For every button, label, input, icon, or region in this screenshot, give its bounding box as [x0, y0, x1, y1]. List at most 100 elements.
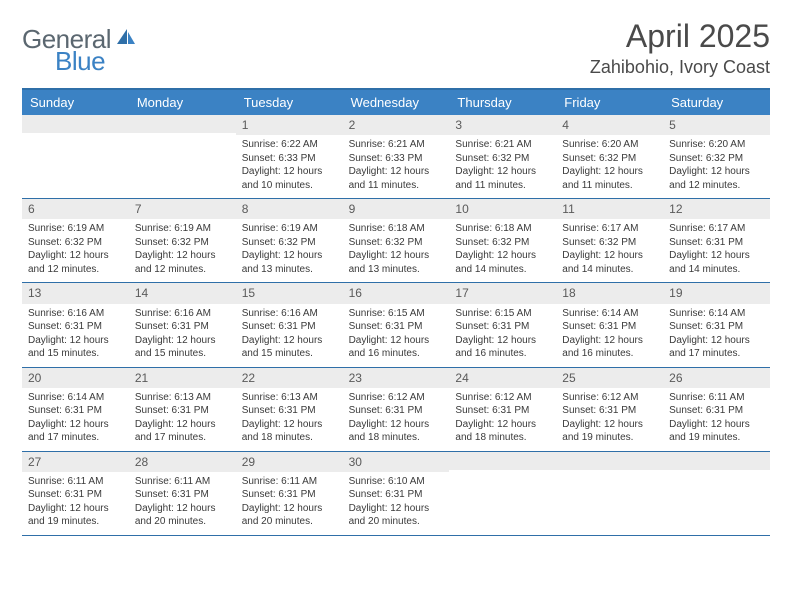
day-cell: 5Sunrise: 6:20 AMSunset: 6:32 PMDaylight… [663, 115, 770, 198]
day-details: Sunrise: 6:13 AMSunset: 6:31 PMDaylight:… [129, 388, 236, 451]
day-details: Sunrise: 6:18 AMSunset: 6:32 PMDaylight:… [343, 219, 450, 282]
calendar: SundayMondayTuesdayWednesdayThursdayFrid… [22, 88, 770, 536]
sunset-line: Sunset: 6:32 PM [562, 152, 657, 166]
day-number: 21 [129, 368, 236, 388]
sunset-line: Sunset: 6:32 PM [28, 236, 123, 250]
sunset-line: Sunset: 6:32 PM [349, 236, 444, 250]
day-number: 4 [556, 115, 663, 135]
day-cell: 27Sunrise: 6:11 AMSunset: 6:31 PMDayligh… [22, 452, 129, 535]
sunrise-line: Sunrise: 6:18 AM [455, 222, 550, 236]
sunset-line: Sunset: 6:33 PM [242, 152, 337, 166]
day-number: 6 [22, 199, 129, 219]
day-details: Sunrise: 6:20 AMSunset: 6:32 PMDaylight:… [556, 135, 663, 198]
daylight-line: Daylight: 12 hours and 18 minutes. [349, 418, 444, 445]
day-details: Sunrise: 6:21 AMSunset: 6:33 PMDaylight:… [343, 135, 450, 198]
day-number: 7 [129, 199, 236, 219]
day-number: 30 [343, 452, 450, 472]
day-cell: 22Sunrise: 6:13 AMSunset: 6:31 PMDayligh… [236, 368, 343, 451]
sunset-line: Sunset: 6:32 PM [135, 236, 230, 250]
day-cell: 30Sunrise: 6:10 AMSunset: 6:31 PMDayligh… [343, 452, 450, 535]
sunset-line: Sunset: 6:31 PM [28, 488, 123, 502]
sunrise-line: Sunrise: 6:14 AM [669, 307, 764, 321]
day-cell: 6Sunrise: 6:19 AMSunset: 6:32 PMDaylight… [22, 199, 129, 282]
sunrise-line: Sunrise: 6:19 AM [135, 222, 230, 236]
day-header-cell: Tuesday [236, 90, 343, 115]
sunset-line: Sunset: 6:31 PM [349, 320, 444, 334]
day-cell: 24Sunrise: 6:12 AMSunset: 6:31 PMDayligh… [449, 368, 556, 451]
day-number: 9 [343, 199, 450, 219]
daylight-line: Daylight: 12 hours and 18 minutes. [455, 418, 550, 445]
sunset-line: Sunset: 6:31 PM [455, 404, 550, 418]
day-number: 11 [556, 199, 663, 219]
day-number: 2 [343, 115, 450, 135]
day-details: Sunrise: 6:12 AMSunset: 6:31 PMDaylight:… [556, 388, 663, 451]
sunrise-line: Sunrise: 6:20 AM [562, 138, 657, 152]
sunrise-line: Sunrise: 6:16 AM [28, 307, 123, 321]
day-number: 25 [556, 368, 663, 388]
day-cell: 19Sunrise: 6:14 AMSunset: 6:31 PMDayligh… [663, 283, 770, 366]
sunset-line: Sunset: 6:31 PM [242, 488, 337, 502]
day-details: Sunrise: 6:19 AMSunset: 6:32 PMDaylight:… [129, 219, 236, 282]
daylight-line: Daylight: 12 hours and 20 minutes. [349, 502, 444, 529]
day-header-cell: Friday [556, 90, 663, 115]
sunset-line: Sunset: 6:33 PM [349, 152, 444, 166]
day-details: Sunrise: 6:16 AMSunset: 6:31 PMDaylight:… [129, 304, 236, 367]
sunset-line: Sunset: 6:31 PM [349, 404, 444, 418]
day-cell: 3Sunrise: 6:21 AMSunset: 6:32 PMDaylight… [449, 115, 556, 198]
empty-cell [663, 452, 770, 535]
daylight-line: Daylight: 12 hours and 12 minutes. [28, 249, 123, 276]
day-number [556, 452, 663, 470]
page-title: April 2025 [590, 18, 770, 55]
day-details: Sunrise: 6:22 AMSunset: 6:33 PMDaylight:… [236, 135, 343, 198]
sunrise-line: Sunrise: 6:18 AM [349, 222, 444, 236]
daylight-line: Daylight: 12 hours and 19 minutes. [669, 418, 764, 445]
daylight-line: Daylight: 12 hours and 17 minutes. [135, 418, 230, 445]
day-cell: 10Sunrise: 6:18 AMSunset: 6:32 PMDayligh… [449, 199, 556, 282]
header: General Blue April 2025 Zahibohio, Ivory… [22, 18, 770, 78]
sunset-line: Sunset: 6:31 PM [242, 404, 337, 418]
daylight-line: Daylight: 12 hours and 16 minutes. [455, 334, 550, 361]
day-number: 22 [236, 368, 343, 388]
sunrise-line: Sunrise: 6:12 AM [562, 391, 657, 405]
location: Zahibohio, Ivory Coast [590, 57, 770, 78]
sunrise-line: Sunrise: 6:15 AM [455, 307, 550, 321]
day-details: Sunrise: 6:12 AMSunset: 6:31 PMDaylight:… [343, 388, 450, 451]
day-number: 23 [343, 368, 450, 388]
day-number [22, 115, 129, 133]
day-number: 29 [236, 452, 343, 472]
sunrise-line: Sunrise: 6:14 AM [562, 307, 657, 321]
sunrise-line: Sunrise: 6:21 AM [455, 138, 550, 152]
sunrise-line: Sunrise: 6:11 AM [669, 391, 764, 405]
day-cell: 23Sunrise: 6:12 AMSunset: 6:31 PMDayligh… [343, 368, 450, 451]
daylight-line: Daylight: 12 hours and 17 minutes. [28, 418, 123, 445]
day-number [663, 452, 770, 470]
daylight-line: Daylight: 12 hours and 20 minutes. [242, 502, 337, 529]
day-cell: 7Sunrise: 6:19 AMSunset: 6:32 PMDaylight… [129, 199, 236, 282]
sunset-line: Sunset: 6:32 PM [562, 236, 657, 250]
day-cell: 2Sunrise: 6:21 AMSunset: 6:33 PMDaylight… [343, 115, 450, 198]
week-row: 6Sunrise: 6:19 AMSunset: 6:32 PMDaylight… [22, 199, 770, 283]
day-number: 5 [663, 115, 770, 135]
sunset-line: Sunset: 6:31 PM [28, 404, 123, 418]
sunset-line: Sunset: 6:31 PM [242, 320, 337, 334]
day-number: 17 [449, 283, 556, 303]
daylight-line: Daylight: 12 hours and 12 minutes. [669, 165, 764, 192]
sunset-line: Sunset: 6:31 PM [669, 320, 764, 334]
day-details: Sunrise: 6:15 AMSunset: 6:31 PMDaylight:… [343, 304, 450, 367]
logo: General Blue [22, 24, 167, 55]
day-details: Sunrise: 6:19 AMSunset: 6:32 PMDaylight:… [236, 219, 343, 282]
day-details: Sunrise: 6:20 AMSunset: 6:32 PMDaylight:… [663, 135, 770, 198]
sunset-line: Sunset: 6:32 PM [455, 236, 550, 250]
sunrise-line: Sunrise: 6:17 AM [669, 222, 764, 236]
daylight-line: Daylight: 12 hours and 15 minutes. [135, 334, 230, 361]
daylight-line: Daylight: 12 hours and 20 minutes. [135, 502, 230, 529]
sunset-line: Sunset: 6:31 PM [562, 404, 657, 418]
day-details: Sunrise: 6:17 AMSunset: 6:31 PMDaylight:… [663, 219, 770, 282]
day-details: Sunrise: 6:11 AMSunset: 6:31 PMDaylight:… [236, 472, 343, 535]
daylight-line: Daylight: 12 hours and 15 minutes. [28, 334, 123, 361]
sunset-line: Sunset: 6:31 PM [455, 320, 550, 334]
day-details: Sunrise: 6:16 AMSunset: 6:31 PMDaylight:… [236, 304, 343, 367]
day-number: 20 [22, 368, 129, 388]
empty-cell [449, 452, 556, 535]
day-number: 3 [449, 115, 556, 135]
